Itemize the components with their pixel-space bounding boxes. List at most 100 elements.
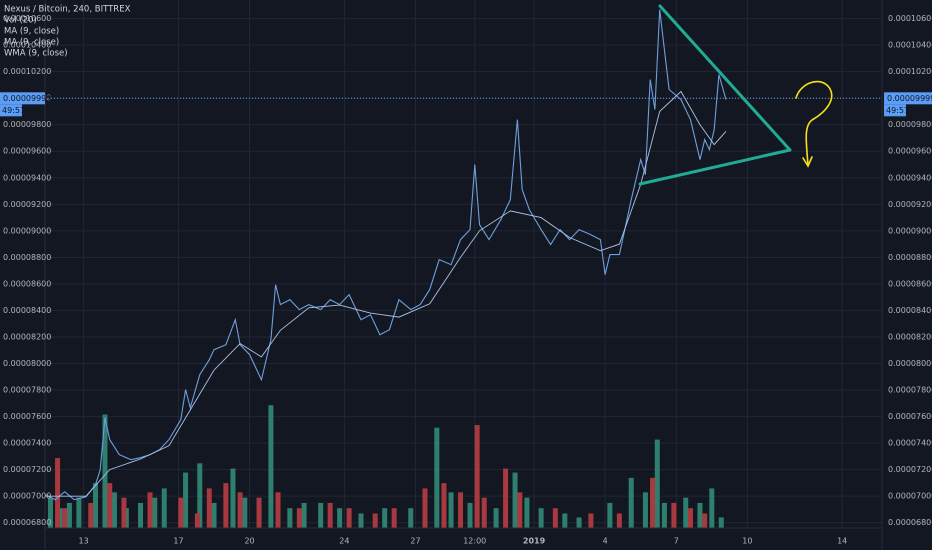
y-tick-label: 0.00007000	[888, 492, 932, 501]
volume-bar	[275, 492, 281, 528]
countdown-box	[0, 104, 22, 117]
volume-bar	[287, 508, 293, 528]
volume-bar	[576, 517, 582, 528]
legend-item: MA (9, close)	[4, 27, 59, 37]
x-tick-label: 20	[244, 537, 254, 546]
last-price-box	[0, 92, 45, 105]
volume-bar	[538, 508, 544, 528]
volume-bar	[161, 488, 167, 528]
price-lines	[45, 9, 727, 501]
volume-bar	[88, 502, 94, 528]
x-tick-label: 2019	[523, 537, 546, 546]
volume-bar	[467, 502, 473, 528]
volume-bar	[301, 502, 307, 528]
volume-bar	[237, 492, 243, 528]
volume-bar	[178, 497, 184, 528]
y-tick-label: 0.00007800	[888, 386, 932, 395]
y-tick-label: 0.00008000	[3, 359, 51, 368]
volume-bar	[358, 513, 364, 528]
volume-bar	[408, 508, 414, 528]
volume-bar	[92, 483, 98, 528]
y-tick-label: 0.00009400	[888, 173, 932, 182]
volume-bar	[503, 468, 509, 528]
y-tick-label: 0.00009800	[888, 120, 932, 129]
volume-bar	[55, 458, 61, 528]
price-line	[45, 9, 727, 501]
x-tick-label: 7	[674, 537, 679, 546]
trend-line	[658, 4, 792, 152]
last-price-label: 0.00009999	[887, 94, 932, 103]
volume-bar	[183, 472, 189, 528]
volume-bar	[422, 488, 428, 528]
volume-bar	[709, 488, 715, 528]
y-tick-label: 0.00008800	[3, 253, 51, 262]
volume-bar	[697, 502, 703, 528]
y-tick-label: 0.00009000	[3, 226, 51, 235]
countdown-label: 49:57	[2, 106, 25, 115]
y-tick-label: 0.00006800	[888, 518, 932, 527]
volume-bar	[111, 492, 117, 528]
volume-bar	[102, 414, 108, 528]
volume-bar	[391, 508, 397, 528]
volume-bar	[242, 497, 248, 528]
y-tick-label: 0.00010200	[3, 67, 51, 76]
volume-bar	[268, 405, 274, 528]
y-tick-label: 0.00010200	[888, 67, 932, 76]
y-tick-label: 0.00008400	[888, 306, 932, 315]
y-tick-label: 0.00007000	[3, 492, 51, 501]
volume-bar	[382, 508, 388, 528]
y-tick-label: 0.00008800	[888, 253, 932, 262]
y-tick-label: 0.00006800	[3, 518, 51, 527]
volume-bar	[121, 497, 127, 528]
volume-bar	[441, 483, 447, 528]
x-tick-label: 27	[410, 537, 420, 546]
volume-bar	[318, 502, 324, 528]
volume-bar	[337, 508, 343, 528]
y-tick-label: 0.00008600	[888, 279, 932, 288]
price-line	[45, 90, 727, 497]
y-tick-label: 0.00008600	[3, 279, 51, 288]
volume-bar	[517, 492, 523, 528]
question-mark	[795, 80, 833, 166]
volume-bar	[588, 513, 594, 528]
volume-bar	[47, 497, 53, 528]
volume-bar	[718, 517, 724, 528]
y-tick-label: 0.00009600	[3, 147, 51, 156]
volume-bar	[211, 502, 217, 528]
volume-bar	[493, 508, 499, 528]
drawings	[638, 4, 833, 186]
x-tick-label: 4	[603, 537, 608, 546]
y-tick-label: 0.00007800	[3, 386, 51, 395]
volume-bar	[562, 513, 568, 528]
x-tick-label: 17	[173, 537, 183, 546]
arrow-head	[802, 156, 813, 168]
volume-bar	[661, 502, 667, 528]
volume-bar	[642, 492, 648, 528]
axes: 0.00010600 0.00010600 0.00010400 0.00010400…	[3, 14, 932, 545]
last-price: 0.00009999 49:57 0.00009999 49:57	[0, 92, 932, 117]
volume-bar	[296, 508, 302, 528]
y-tick-label: 0.00008000	[888, 359, 932, 368]
volume	[47, 405, 724, 528]
grid	[45, 0, 882, 528]
x-tick-label: 14	[837, 537, 847, 546]
x-tick-label: 13	[79, 537, 89, 546]
y-tick-label: 0.00009600	[888, 147, 932, 156]
y-tick-label: 0.00010400	[3, 41, 51, 50]
legend-item: Vol (20)	[4, 16, 37, 26]
volume-bar	[671, 502, 677, 528]
y-tick-label: 0.00007200	[3, 465, 51, 474]
volume-bar	[194, 513, 200, 528]
volume-bar	[197, 463, 203, 528]
y-tick-label: 0.00007600	[888, 412, 932, 421]
last-price-box	[884, 92, 932, 105]
y-tick-label: 0.00007600	[3, 412, 51, 421]
volume-bar	[512, 472, 518, 528]
volume-bar	[616, 513, 622, 528]
volume-bar	[66, 502, 72, 528]
y-tick-label: 0.00007400	[3, 439, 51, 448]
y-tick-label: 0.00008400	[3, 306, 51, 315]
volume-bar	[346, 508, 352, 528]
